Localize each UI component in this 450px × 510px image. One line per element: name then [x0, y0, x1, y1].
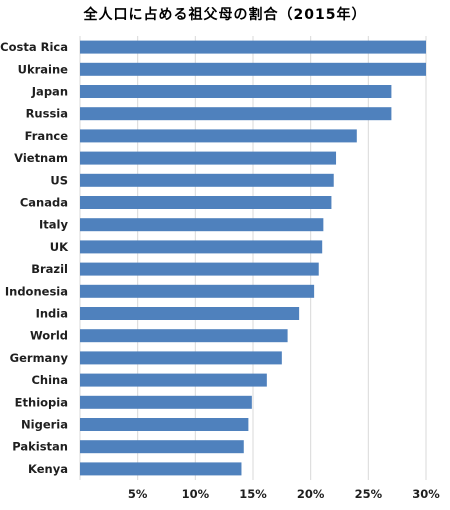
x-tick-label: 25% [355, 487, 383, 501]
bar [80, 396, 252, 409]
bar [80, 329, 288, 342]
x-tick-label: 5% [128, 487, 148, 501]
bar [80, 418, 248, 431]
category-label: Indonesia [5, 284, 68, 298]
bar [80, 218, 323, 231]
x-tick-label: 20% [297, 487, 325, 501]
category-label: India [36, 307, 68, 321]
bar [80, 307, 299, 320]
category-label: Canada [20, 196, 68, 210]
bar [80, 63, 426, 76]
category-label: China [31, 373, 68, 387]
category-label: France [25, 129, 69, 143]
bar [80, 174, 334, 187]
category-label: Germany [10, 351, 69, 365]
bar [80, 129, 357, 142]
bar [80, 440, 244, 453]
category-label: US [50, 173, 68, 187]
category-label: Ethiopia [15, 395, 68, 409]
category-label: Italy [39, 218, 68, 232]
x-tick-label: 10% [182, 487, 210, 501]
bar [80, 285, 314, 298]
category-label: Russia [26, 107, 68, 121]
category-label: Pakistan [12, 440, 68, 454]
category-label: Kenya [28, 462, 68, 476]
category-label: UK [50, 240, 69, 254]
category-label: Costa Rica [0, 40, 68, 54]
bar [80, 351, 282, 364]
category-label: Japan [31, 85, 68, 99]
bar [80, 462, 241, 475]
bar [80, 85, 391, 98]
bar [80, 152, 336, 165]
bar [80, 41, 426, 54]
bar [80, 196, 331, 209]
bar [80, 374, 267, 387]
x-tick-label: 15% [239, 487, 267, 501]
category-label: Nigeria [21, 418, 68, 432]
category-label: Vietnam [14, 151, 68, 165]
category-label: World [30, 329, 68, 343]
bar [80, 263, 319, 276]
bar [80, 107, 391, 120]
bar [80, 240, 322, 253]
category-label: Brazil [31, 262, 68, 276]
x-tick-label: 30% [412, 487, 440, 501]
category-label: Ukraine [18, 62, 69, 76]
